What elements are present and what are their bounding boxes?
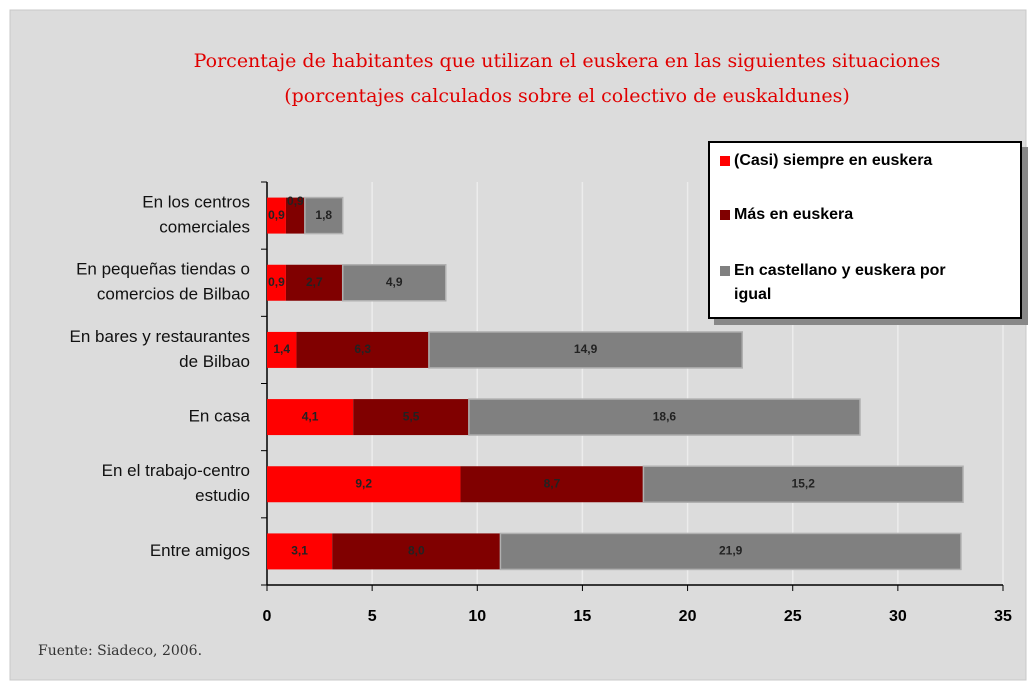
chart-subtitle: (porcentajes calculados sobre el colecti… xyxy=(284,85,850,107)
chart-title: Porcentaje de habitantes que utilizan el… xyxy=(194,50,941,72)
y-tick-label: de Bilbao xyxy=(179,352,250,371)
value-label: 0,9 xyxy=(268,208,285,222)
value-label: 1,4 xyxy=(273,342,290,356)
bar-segment xyxy=(267,197,286,234)
value-label: 0,9 xyxy=(268,275,285,289)
y-tick-label: En bares y restaurantes xyxy=(70,327,250,346)
y-tick-label: Entre amigos xyxy=(150,541,250,560)
source: Fuente: Siadeco, 2006. xyxy=(38,643,202,659)
bar-segment xyxy=(304,196,344,235)
x-tick-label: 5 xyxy=(368,608,377,625)
value-label: 4,9 xyxy=(386,275,403,289)
bar-segment xyxy=(428,331,743,369)
y-tick-label: comerciales xyxy=(159,218,250,237)
bar-segment xyxy=(341,264,447,302)
legend: (Casi) siempre en euskera Más en euskera E… xyxy=(708,141,1022,319)
value-label: 2,7 xyxy=(306,275,323,289)
bar-segment xyxy=(285,197,305,234)
x-tick-label: 30 xyxy=(889,608,907,625)
y-tick-label: comercios de Bilbao xyxy=(97,285,250,304)
legend-swatch xyxy=(720,156,730,166)
y-tick-label: En el trabajo-centro xyxy=(102,461,250,480)
value-label: 4,1 xyxy=(302,409,319,423)
x-tick-label: 35 xyxy=(994,608,1012,625)
value-label: 3,1 xyxy=(291,544,308,558)
x-tick-label: 0 xyxy=(263,608,272,625)
legend-item: Más en euskera xyxy=(720,203,974,227)
value-label: 6,3 xyxy=(354,342,371,356)
value-label: 9,2 xyxy=(355,476,372,490)
value-label: 8,7 xyxy=(544,476,561,490)
y-tick-label: En pequeñas tiendas o xyxy=(76,260,250,279)
y-tick-label: estudio xyxy=(195,486,250,505)
value-label: 21,9 xyxy=(719,544,743,558)
legend-label: En castellano y euskera por igual xyxy=(734,262,946,303)
legend-item: (Casi) siempre en euskera xyxy=(720,149,974,173)
value-label: 5,5 xyxy=(403,409,420,423)
bar-segment xyxy=(267,264,286,301)
value-label: 0,9 xyxy=(287,194,304,208)
x-tick-label: 10 xyxy=(468,608,486,625)
bar-segment xyxy=(267,399,354,436)
bar-segment xyxy=(460,466,644,503)
value-label: 1,8 xyxy=(315,208,332,222)
bar-segment xyxy=(499,532,962,571)
bar-segment xyxy=(285,264,343,301)
bar-segment xyxy=(468,398,861,436)
legend-label: Más en euskera xyxy=(734,206,854,223)
x-tick-label: 20 xyxy=(679,608,697,625)
legend-swatch xyxy=(720,210,730,220)
y-tick-label: En los centros xyxy=(142,193,250,212)
legend-label: (Casi) siempre en euskera xyxy=(734,152,933,169)
x-tick-label: 15 xyxy=(574,608,592,625)
bar-segment xyxy=(353,399,469,436)
bar-segment xyxy=(267,331,297,368)
value-label: 8,0 xyxy=(408,544,425,558)
bar-segment xyxy=(267,533,333,570)
value-label: 14,9 xyxy=(574,342,598,356)
x-tick-label: 25 xyxy=(784,608,802,625)
legend-item: En castellano y euskera por igual xyxy=(720,259,974,307)
bar-segment xyxy=(296,331,429,368)
bar-segment xyxy=(267,466,461,503)
bar-segment xyxy=(642,465,964,503)
value-label: 18,6 xyxy=(653,409,677,423)
bar-segment xyxy=(332,533,501,570)
y-tick-label: En casa xyxy=(189,407,251,426)
legend-swatch xyxy=(720,266,730,276)
value-label: 15,2 xyxy=(792,476,816,490)
